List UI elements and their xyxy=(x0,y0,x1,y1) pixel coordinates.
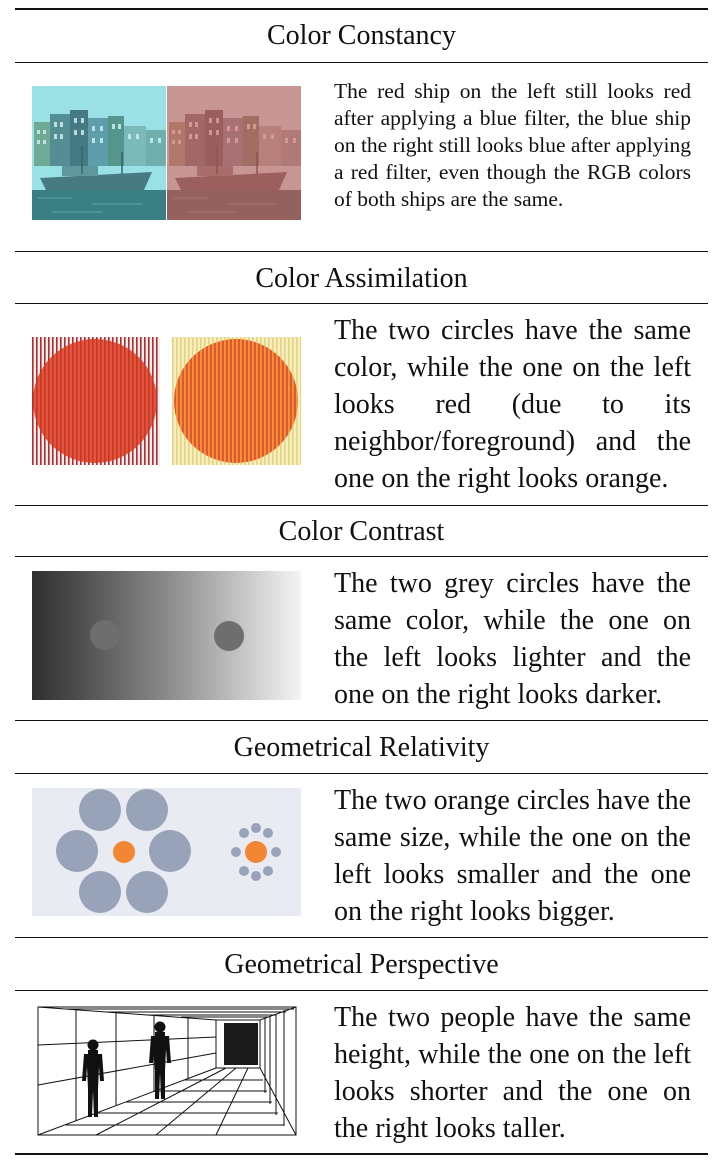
section-title-geometrical-relativity: Geometrical Relativity xyxy=(233,732,490,763)
rule xyxy=(15,990,708,992)
section-title-geometrical-perspective: Geometrical Perspective xyxy=(224,949,499,980)
person-right xyxy=(149,1021,171,1099)
color-assimilation-figure xyxy=(32,337,302,467)
geometrical-relativity-description: The two orange circles have the same siz… xyxy=(334,785,691,927)
rule xyxy=(15,556,708,558)
assimilation-right-circle xyxy=(174,339,298,463)
rule xyxy=(15,251,708,253)
relativity-right-orange xyxy=(245,841,267,863)
rule xyxy=(15,303,708,305)
relativity-left-orange xyxy=(113,841,135,863)
rule xyxy=(15,937,708,939)
contrast-left-circle xyxy=(90,620,120,650)
geometrical-relativity-figure xyxy=(32,788,301,916)
geometrical-perspective-figure xyxy=(36,1005,300,1139)
color-assimilation-description: The two circles have the same color, whi… xyxy=(334,315,691,494)
rule xyxy=(15,720,708,722)
color-constancy-figure xyxy=(32,86,301,220)
person-left xyxy=(82,1039,104,1117)
rule xyxy=(15,62,708,64)
contrast-right-circle xyxy=(214,621,244,651)
color-contrast-description: The two grey circles have the same color… xyxy=(334,568,691,710)
rule xyxy=(15,505,708,507)
bottom-rule xyxy=(15,1153,708,1155)
top-rule xyxy=(15,8,708,10)
geometrical-perspective-description: The two people have the same height, whi… xyxy=(334,1002,691,1144)
section-title-color-constancy: Color Constancy xyxy=(267,20,456,51)
rule xyxy=(15,773,708,775)
section-title-color-contrast: Color Contrast xyxy=(278,516,445,547)
section-title-color-assimilation: Color Assimilation xyxy=(255,263,468,294)
assimilation-left-circle xyxy=(33,339,157,463)
color-constancy-description: The red ship on the left still looks red… xyxy=(334,79,691,211)
color-contrast-figure xyxy=(32,571,301,700)
contrast-gradient xyxy=(32,571,301,700)
